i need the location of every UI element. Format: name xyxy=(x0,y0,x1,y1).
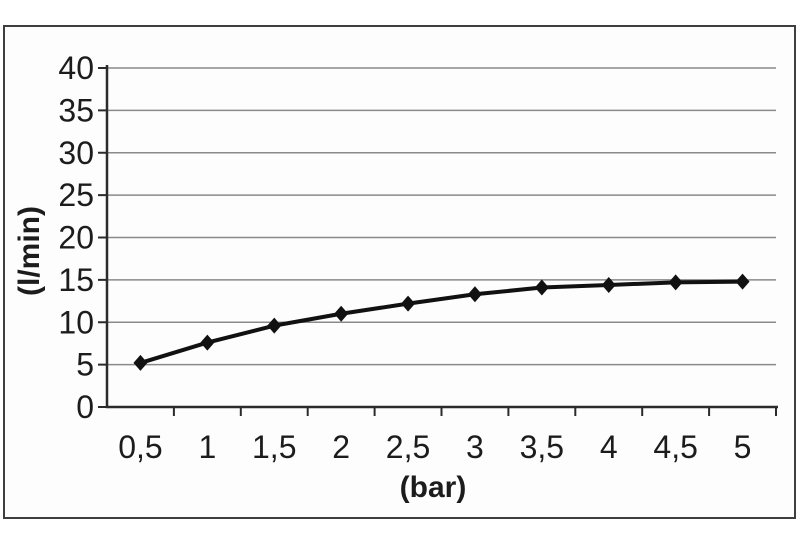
data-point-marker xyxy=(133,354,148,371)
y-tick-label: 15 xyxy=(58,262,94,298)
series-line xyxy=(139,279,743,365)
data-point-marker xyxy=(467,286,482,303)
x-tick-label: 4,5 xyxy=(653,429,697,465)
chart-border xyxy=(3,25,796,519)
data-point-marker xyxy=(735,273,750,290)
y-axis-title: (l/min) xyxy=(13,206,46,296)
data-point-marker xyxy=(200,334,215,351)
data-point-marker xyxy=(267,317,282,334)
x-tick-label: 4 xyxy=(600,429,618,465)
x-tick-label: 5 xyxy=(734,429,752,465)
y-tick-label: 30 xyxy=(58,135,94,171)
x-tick-label: 3,5 xyxy=(520,429,564,465)
data-point-marker xyxy=(601,276,616,293)
y-tick-label: 20 xyxy=(58,220,94,256)
y-tick-label: 10 xyxy=(58,304,94,340)
data-point-marker xyxy=(668,274,683,291)
x-tick-label: 2,5 xyxy=(386,429,430,465)
x-tick-label: 1,5 xyxy=(252,429,296,465)
x-tick-label: 2 xyxy=(332,429,350,465)
x-tick-label: 1 xyxy=(198,429,216,465)
y-tick-label: 25 xyxy=(58,177,94,213)
y-tick-label: 40 xyxy=(58,50,94,86)
y-tick-label: 35 xyxy=(58,92,94,128)
data-point-marker xyxy=(401,295,416,312)
data-point-marker xyxy=(334,305,349,322)
x-axis-title: (bar) xyxy=(399,471,467,504)
y-tick-label: 0 xyxy=(76,389,94,425)
x-tick-label: 3 xyxy=(466,429,484,465)
y-tick-label: 5 xyxy=(76,347,94,383)
x-tick-label: 0,5 xyxy=(118,429,162,465)
data-point-marker xyxy=(534,279,549,296)
